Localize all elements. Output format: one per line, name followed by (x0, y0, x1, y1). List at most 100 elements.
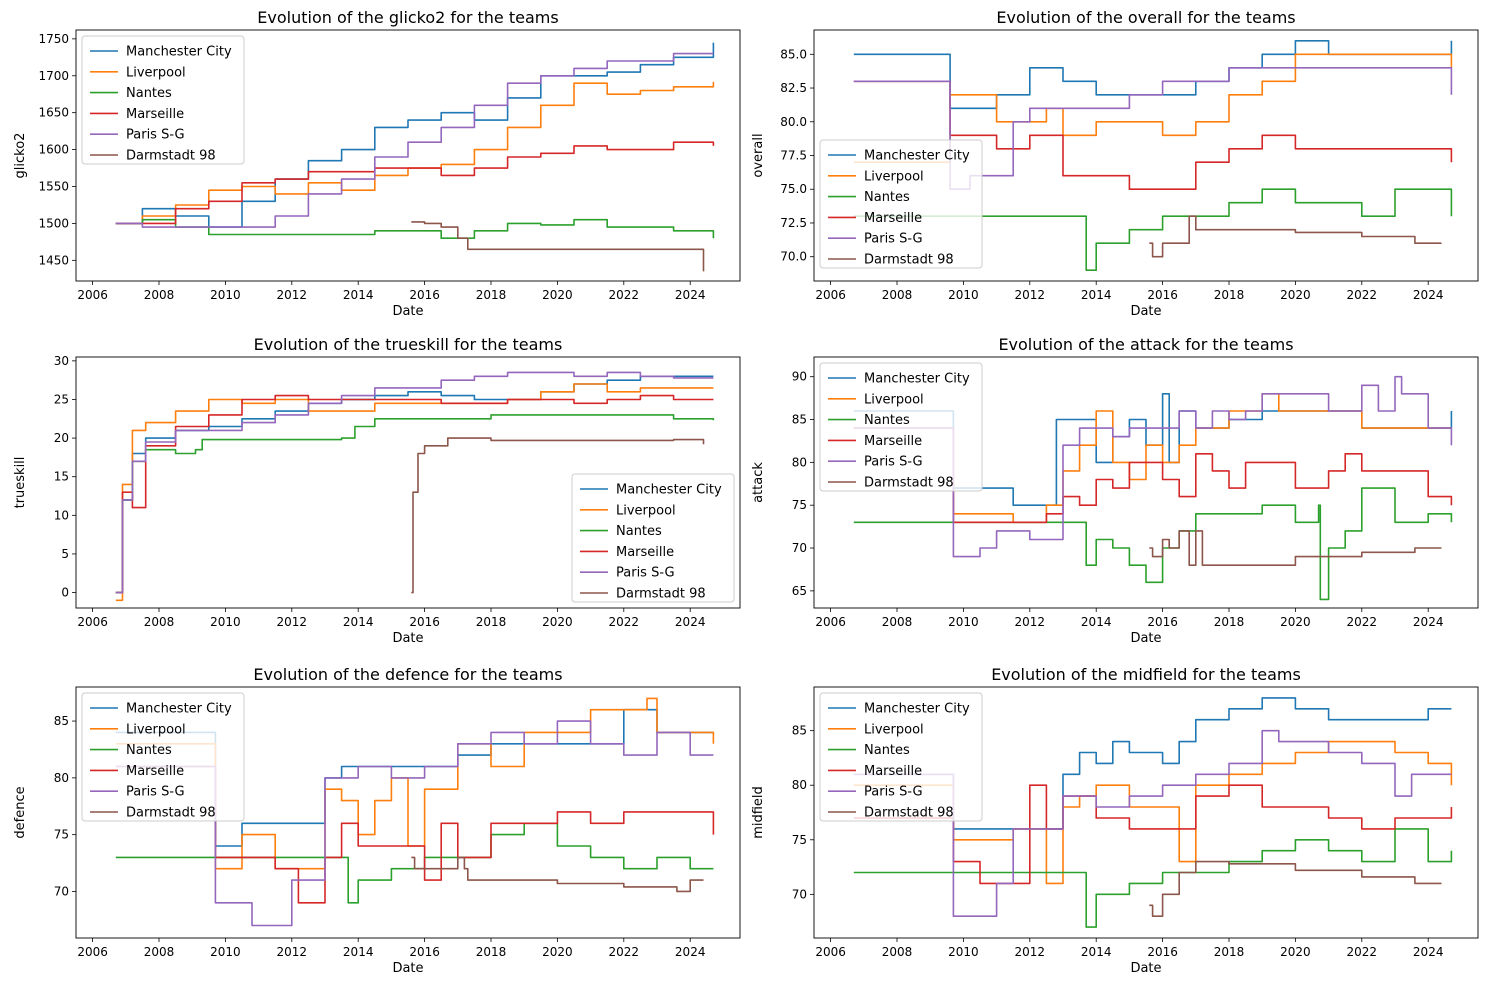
legend-label: Marseille (126, 107, 184, 122)
y-tick-label: 1500 (38, 216, 69, 230)
x-tick-label: 2010 (210, 615, 241, 629)
legend: Manchester City Liverpool Nantes Marseille P… (819, 139, 983, 269)
x-axis-label: Date (1130, 631, 1161, 646)
series-line (853, 427, 1453, 524)
y-tick-label: 30 (54, 354, 69, 368)
series-line (853, 487, 1453, 601)
series-group (115, 371, 715, 602)
y-axis-label: overall (751, 133, 766, 177)
y-tick-label: 75.0 (780, 182, 807, 196)
chart-panel: 2006 2008 2010 2012 2014 2016 2018 2020 2022 2024… (751, 665, 1479, 976)
x-tick-label: 2010 (948, 615, 979, 629)
series-line (853, 40, 1453, 110)
legend-label: Marseille (616, 545, 674, 560)
x-tick-label: 2018 (476, 945, 507, 959)
legend-label: Manchester City (864, 702, 970, 717)
y-axis-label: midfield (751, 786, 766, 839)
series-line (115, 720, 714, 927)
x-tick-label: 2012 (277, 615, 308, 629)
x-tick-label: 2016 (1147, 615, 1178, 629)
chart-panel: 2006 2008 2010 2012 2014 2016 2018 2020 2022 2024… (13, 665, 741, 976)
x-tick-label: 2016 (409, 288, 440, 302)
y-tick-label: 80 (792, 778, 807, 792)
chart-panel: 2006 2008 2010 2012 2014 2016 2018 2020 2022 2024… (13, 335, 741, 646)
x-tick-label: 2014 (343, 288, 374, 302)
legend-label: Darmstadt 98 (864, 476, 954, 491)
legend-label: Darmstadt 98 (864, 253, 954, 268)
x-tick-label: 2010 (948, 945, 979, 959)
series-line (115, 765, 715, 904)
y-tick-label: 0 (61, 586, 69, 600)
x-tick-label: 2014 (1081, 615, 1112, 629)
x-tick-label: 2024 (1413, 945, 1444, 959)
y-tick-label: 1700 (38, 69, 69, 83)
axes-frame (75, 686, 741, 939)
y-tick-label: 82.5 (780, 81, 807, 95)
x-axis-label: Date (1130, 961, 1161, 976)
legend-label: Darmstadt 98 (126, 149, 216, 164)
x-tick-label: 2024 (675, 288, 706, 302)
chart-title: Evolution of the overall for the teams (996, 8, 1295, 27)
y-tick-label: 20 (54, 431, 69, 445)
x-tick-label: 2018 (476, 288, 507, 302)
y-tick-label: 75 (54, 828, 69, 842)
series-line (115, 52, 714, 228)
x-tick-label: 2020 (1280, 288, 1311, 302)
x-tick-label: 2022 (1347, 615, 1378, 629)
x-tick-label: 2010 (210, 288, 241, 302)
x-tick-label: 2006 (77, 615, 108, 629)
series-line (853, 729, 1452, 917)
series-line (115, 371, 714, 594)
x-tick-label: 2020 (542, 288, 573, 302)
legend-label: Marseille (864, 764, 922, 779)
x-tick-label: 2020 (1280, 615, 1311, 629)
y-tick-label: 75 (792, 833, 807, 847)
y-tick-label: 80 (54, 771, 69, 785)
y-tick-label: 85 (792, 413, 807, 427)
x-tick-label: 2024 (1413, 288, 1444, 302)
x-tick-label: 2020 (1280, 945, 1311, 959)
axes-frame (813, 686, 1479, 939)
x-tick-label: 2016 (409, 945, 440, 959)
x-tick-label: 2018 (1214, 615, 1245, 629)
legend-label: Marseille (864, 434, 922, 449)
y-tick-label: 70 (792, 541, 807, 555)
y-tick-label: 70 (792, 887, 807, 901)
y-tick-label: 1650 (38, 106, 69, 120)
x-tick-label: 2016 (1147, 288, 1178, 302)
x-tick-label: 2006 (815, 945, 846, 959)
x-tick-label: 2012 (1015, 945, 1046, 959)
y-tick-label: 10 (54, 508, 69, 522)
x-tick-label: 2018 (1214, 945, 1245, 959)
y-tick-label: 85 (792, 724, 807, 738)
y-tick-label: 85.0 (780, 47, 807, 61)
x-tick-label: 2022 (609, 288, 640, 302)
x-tick-label: 2014 (1081, 288, 1112, 302)
legend-label: Liverpool (126, 722, 186, 737)
legend-label: Manchester City (616, 483, 722, 498)
series-line (853, 828, 1453, 928)
y-axis-label: attack (751, 462, 766, 503)
x-tick-label: 2022 (1347, 288, 1378, 302)
x-tick-label: 2012 (1015, 615, 1046, 629)
y-tick-label: 1600 (38, 143, 69, 157)
series-line (1149, 860, 1442, 917)
x-tick-label: 2008 (882, 945, 913, 959)
y-tick-label: 65 (792, 584, 807, 598)
x-tick-label: 2010 (948, 288, 979, 302)
series-line (853, 375, 1453, 558)
series-line (411, 221, 705, 272)
legend-label: Paris S-G (864, 785, 923, 800)
legend-label: Darmstadt 98 (864, 806, 954, 821)
legend: Manchester City Liverpool Nantes Marseille P… (819, 692, 983, 822)
x-tick-label: 2006 (815, 615, 846, 629)
legend-label: Liverpool (864, 392, 924, 407)
legend-label: Manchester City (126, 45, 232, 60)
x-tick-label: 2006 (77, 945, 108, 959)
x-axis-label: Date (392, 631, 423, 646)
chart-title: Evolution of the trueskill for the teams (254, 335, 563, 354)
legend-label: Manchester City (864, 372, 970, 387)
y-tick-label: 90 (792, 370, 807, 384)
y-tick-label: 1750 (38, 32, 69, 46)
